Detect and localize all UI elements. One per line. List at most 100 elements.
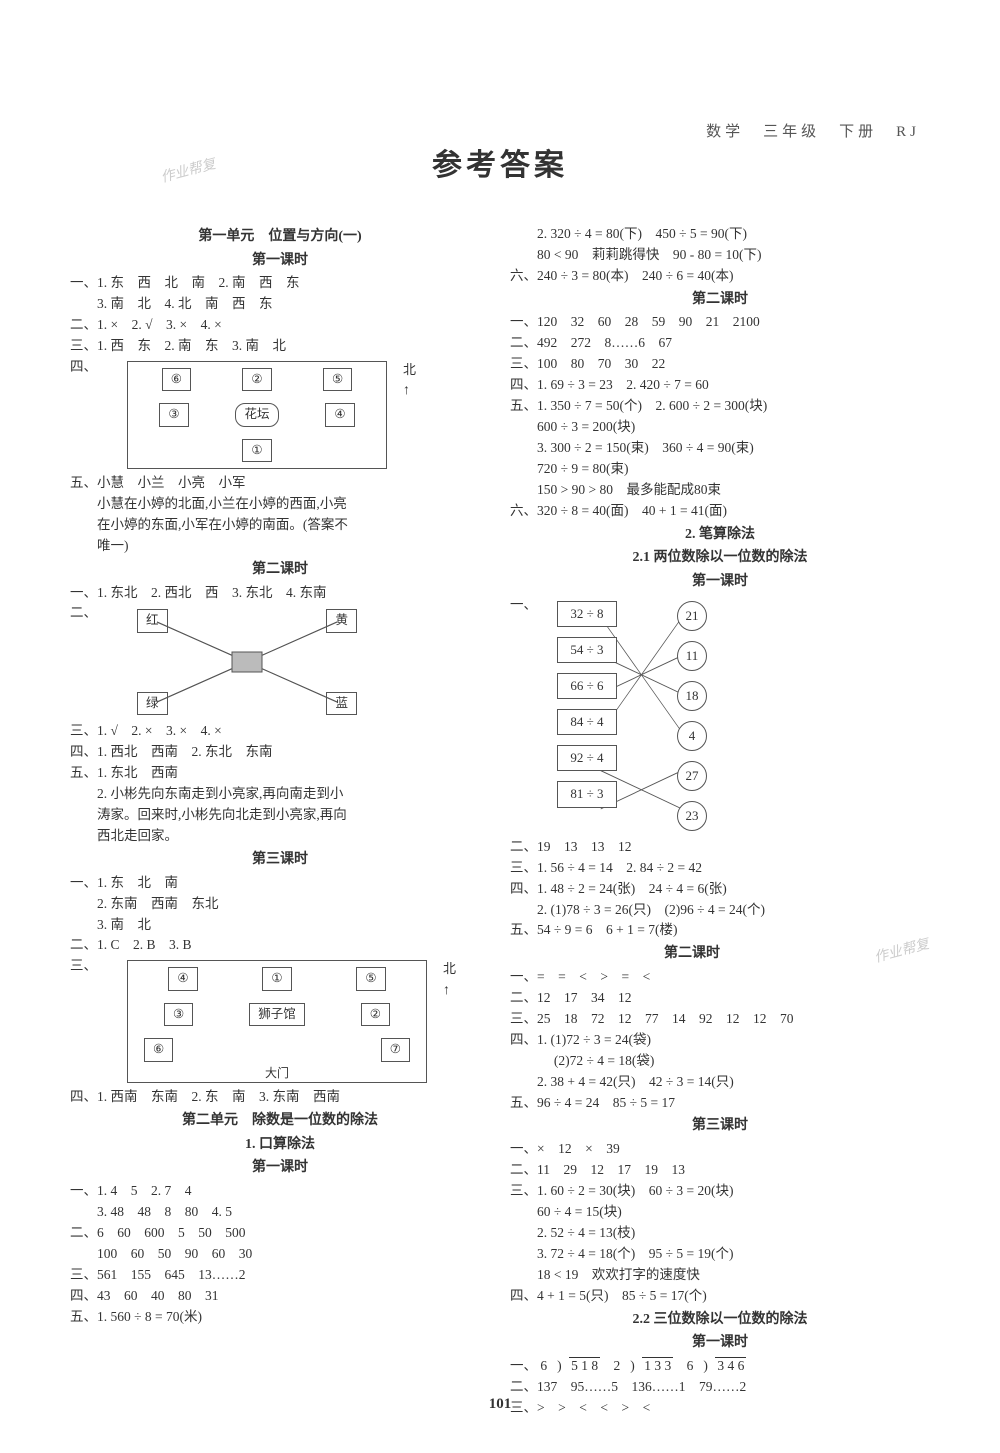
unit1-title: 第一单元 位置与方向(一) — [70, 226, 490, 248]
text-line: 80 < 90 莉莉跳得快 90 - 80 = 10(下) — [510, 245, 930, 266]
text-line: 100 60 50 90 60 30 — [70, 1244, 490, 1265]
diagram-cell: ③ — [159, 403, 188, 426]
longdiv: 1 3 3 — [630, 1356, 673, 1377]
s21-lesson1-title: 第一课时 — [510, 571, 930, 593]
unit2-title: 第二单元 除数是一位数的除法 — [70, 1110, 490, 1132]
text-line: 三、1. 60 ÷ 2 = 30(块) 60 ÷ 3 = 20(块) — [510, 1181, 930, 1202]
sec1-title: 1. 口算除法 — [70, 1134, 490, 1156]
text-line: 二、1. × 2. √ 3. × 4. × — [70, 315, 490, 336]
text-line: 五、1. 560 ÷ 8 = 70(米) — [70, 1307, 490, 1328]
diagram-cell: ⑥ — [162, 368, 191, 391]
text-line: 2. (1)78 ÷ 3 = 26(只) (2)96 ÷ 4 = 24(个) — [510, 900, 930, 921]
text-line: 3. 南 北 — [70, 915, 490, 936]
color-match-diagram: 红 黄 绿 蓝 — [127, 607, 367, 717]
match-lines-svg — [127, 607, 367, 717]
text-line: 四、43 60 40 80 31 — [70, 1286, 490, 1307]
text-line: 三、100 80 70 30 22 — [510, 354, 930, 375]
match-item: 66 ÷ 6 — [557, 673, 617, 699]
text-line: 一、1. 东北 2. 西北 西 3. 东北 4. 东南 — [70, 583, 490, 604]
text-line: 二、19 13 13 12 — [510, 837, 930, 858]
text-line: 五、54 ÷ 9 = 6 6 + 1 = 7(楼) — [510, 920, 930, 941]
text-line: 四、1. 48 ÷ 2 = 24(张) 24 ÷ 4 = 6(张) — [510, 879, 930, 900]
q3-prefix: 三、 — [70, 956, 97, 1087]
header-subject: 数学 三年级 下册 RJ — [706, 120, 920, 141]
text-line: 三、561 155 645 13……2 — [70, 1265, 490, 1286]
right-column: 2. 320 ÷ 4 = 80(下) 450 ÷ 5 = 90(下) 80 < … — [510, 224, 930, 1419]
text-line: 六、320 ÷ 8 = 40(面) 40 + 1 = 41(面) — [510, 501, 930, 522]
text-line: 一、120 32 60 28 59 90 21 2100 — [510, 312, 930, 333]
lesson3-title: 第三课时 — [70, 849, 490, 871]
match-item: 92 ÷ 4 — [557, 745, 617, 771]
diagram-cell: ② — [361, 1003, 390, 1026]
text-line: 一、1. 东 西 北 南 2. 南 西 东 — [70, 273, 490, 294]
longdiv-row: 一、 65 1 8 21 3 3 63 4 6 — [510, 1356, 930, 1377]
diagram-cell: ① — [262, 967, 291, 990]
text-line: 五、1. 东北 西南 — [70, 763, 490, 784]
text-line: 三、25 18 72 12 77 14 92 12 12 70 — [510, 1009, 930, 1030]
sec2-title: 2. 笔算除法 — [510, 524, 930, 546]
text-line: 唯一) — [70, 536, 490, 557]
longdiv: 3 4 6 — [703, 1356, 746, 1377]
match-answer: 27 — [677, 761, 707, 791]
diagram-cell: 花坛 — [235, 403, 278, 426]
text-line: 2. 38 + 4 = 42(只) 42 ÷ 3 = 14(只) — [510, 1072, 930, 1093]
sec21-title: 2.1 两位数除以一位数的除法 — [510, 547, 930, 569]
text-line: 一、1. 4 5 2. 7 4 — [70, 1181, 490, 1202]
text-line: 二、11 29 12 17 19 13 — [510, 1160, 930, 1181]
longdiv-divisor: 6 — [687, 1358, 694, 1373]
content-columns: 第一单元 位置与方向(一) 第一课时 一、1. 东 西 北 南 2. 南 西 东… — [70, 224, 930, 1419]
text-line: 三、1. 56 ÷ 4 = 14 2. 84 ÷ 2 = 42 — [510, 858, 930, 879]
diagram-cell: 狮子馆 — [249, 1003, 305, 1026]
gate-label: 大门 — [128, 1064, 426, 1083]
text-line: 2. 52 ÷ 4 = 13(枝) — [510, 1223, 930, 1244]
text-line: 西北走回家。 — [70, 826, 490, 847]
match-item: 54 ÷ 3 — [557, 637, 617, 663]
diagram-2: 北↑ ④ ① ⑤ ③ 狮子馆 ② ⑥ ⑦ 大门 — [127, 960, 427, 1083]
text-line: 四、1. 西南 东南 2. 东 南 3. 东南 西南 — [70, 1087, 490, 1108]
diagram-cell: ④ — [325, 403, 354, 426]
text-line: 600 ÷ 3 = 200(块) — [510, 417, 930, 438]
longdiv: 5 1 8 — [557, 1356, 600, 1377]
match-answer: 21 — [677, 601, 707, 631]
text-line: 3. 48 48 8 80 4. 5 — [70, 1202, 490, 1223]
diagram-cell: ④ — [168, 967, 197, 990]
text-line: 二、12 17 34 12 — [510, 988, 930, 1009]
diagram-cell: ① — [242, 439, 271, 462]
text-line: 二、137 95……5 136……1 79……2 — [510, 1377, 930, 1398]
text-line: 3. 南 北 4. 北 南 西 东 — [70, 294, 490, 315]
text-line: 一、× 12 × 39 — [510, 1139, 930, 1160]
text-line: 六、240 ÷ 3 = 80(本) 240 ÷ 6 = 40(本) — [510, 266, 930, 287]
diagram-cell: ③ — [164, 1003, 193, 1026]
text-line: 3. 72 ÷ 4 = 18(个) 95 ÷ 5 = 19(个) — [510, 1244, 930, 1265]
lesson1-title: 第一课时 — [70, 250, 490, 272]
text-line: 60 ÷ 4 = 15(块) — [510, 1202, 930, 1223]
text-line: (2)72 ÷ 4 = 18(袋) — [510, 1051, 930, 1072]
q1-prefix-r2: 一、 — [510, 1358, 537, 1373]
text-line: 三、1. √ 2. × 3. × 4. × — [70, 721, 490, 742]
text-line: 四、1. 西北 西南 2. 东北 东南 — [70, 742, 490, 763]
q1-prefix-r: 一、 — [510, 595, 537, 837]
text-line: 2. 东南 西南 东北 — [70, 894, 490, 915]
lesson2-title: 第二课时 — [70, 559, 490, 581]
text-line: 18 < 19 欢欢打字的速度快 — [510, 1265, 930, 1286]
match-answer: 23 — [677, 801, 707, 831]
longdiv-divisor: 2 — [614, 1358, 621, 1373]
s22-lesson1-title: 第一课时 — [510, 1332, 930, 1354]
match-answer: 18 — [677, 681, 707, 711]
q4-prefix: 四、 — [70, 357, 97, 473]
text-line: 三、> > < < > < — [510, 1398, 930, 1419]
s21-lesson3-title: 第三课时 — [510, 1115, 930, 1137]
match-answer: 4 — [677, 721, 707, 751]
diagram-cell: ⑦ — [381, 1038, 410, 1061]
north-arrow: 北↑ — [443, 959, 456, 1001]
page-number: 101 — [489, 1396, 512, 1413]
text-line: 三、1. 西 东 2. 南 东 3. 南 北 — [70, 336, 490, 357]
text-line: 五、1. 350 ÷ 7 = 50(个) 2. 600 ÷ 2 = 300(块) — [510, 396, 930, 417]
match-item: 81 ÷ 3 — [557, 781, 617, 807]
text-line: 2. 小彬先向东南走到小亮家,再向南走到小 — [70, 784, 490, 805]
text-line: 四、4 + 1 = 5(只) 85 ÷ 5 = 17(个) — [510, 1286, 930, 1307]
sec22-title: 2.2 三位数除以一位数的除法 — [510, 1309, 930, 1331]
north-arrow: 北↑ — [403, 360, 416, 402]
match-answer: 11 — [677, 641, 707, 671]
text-line: 150 > 90 > 80 最多能配成80束 — [510, 480, 930, 501]
